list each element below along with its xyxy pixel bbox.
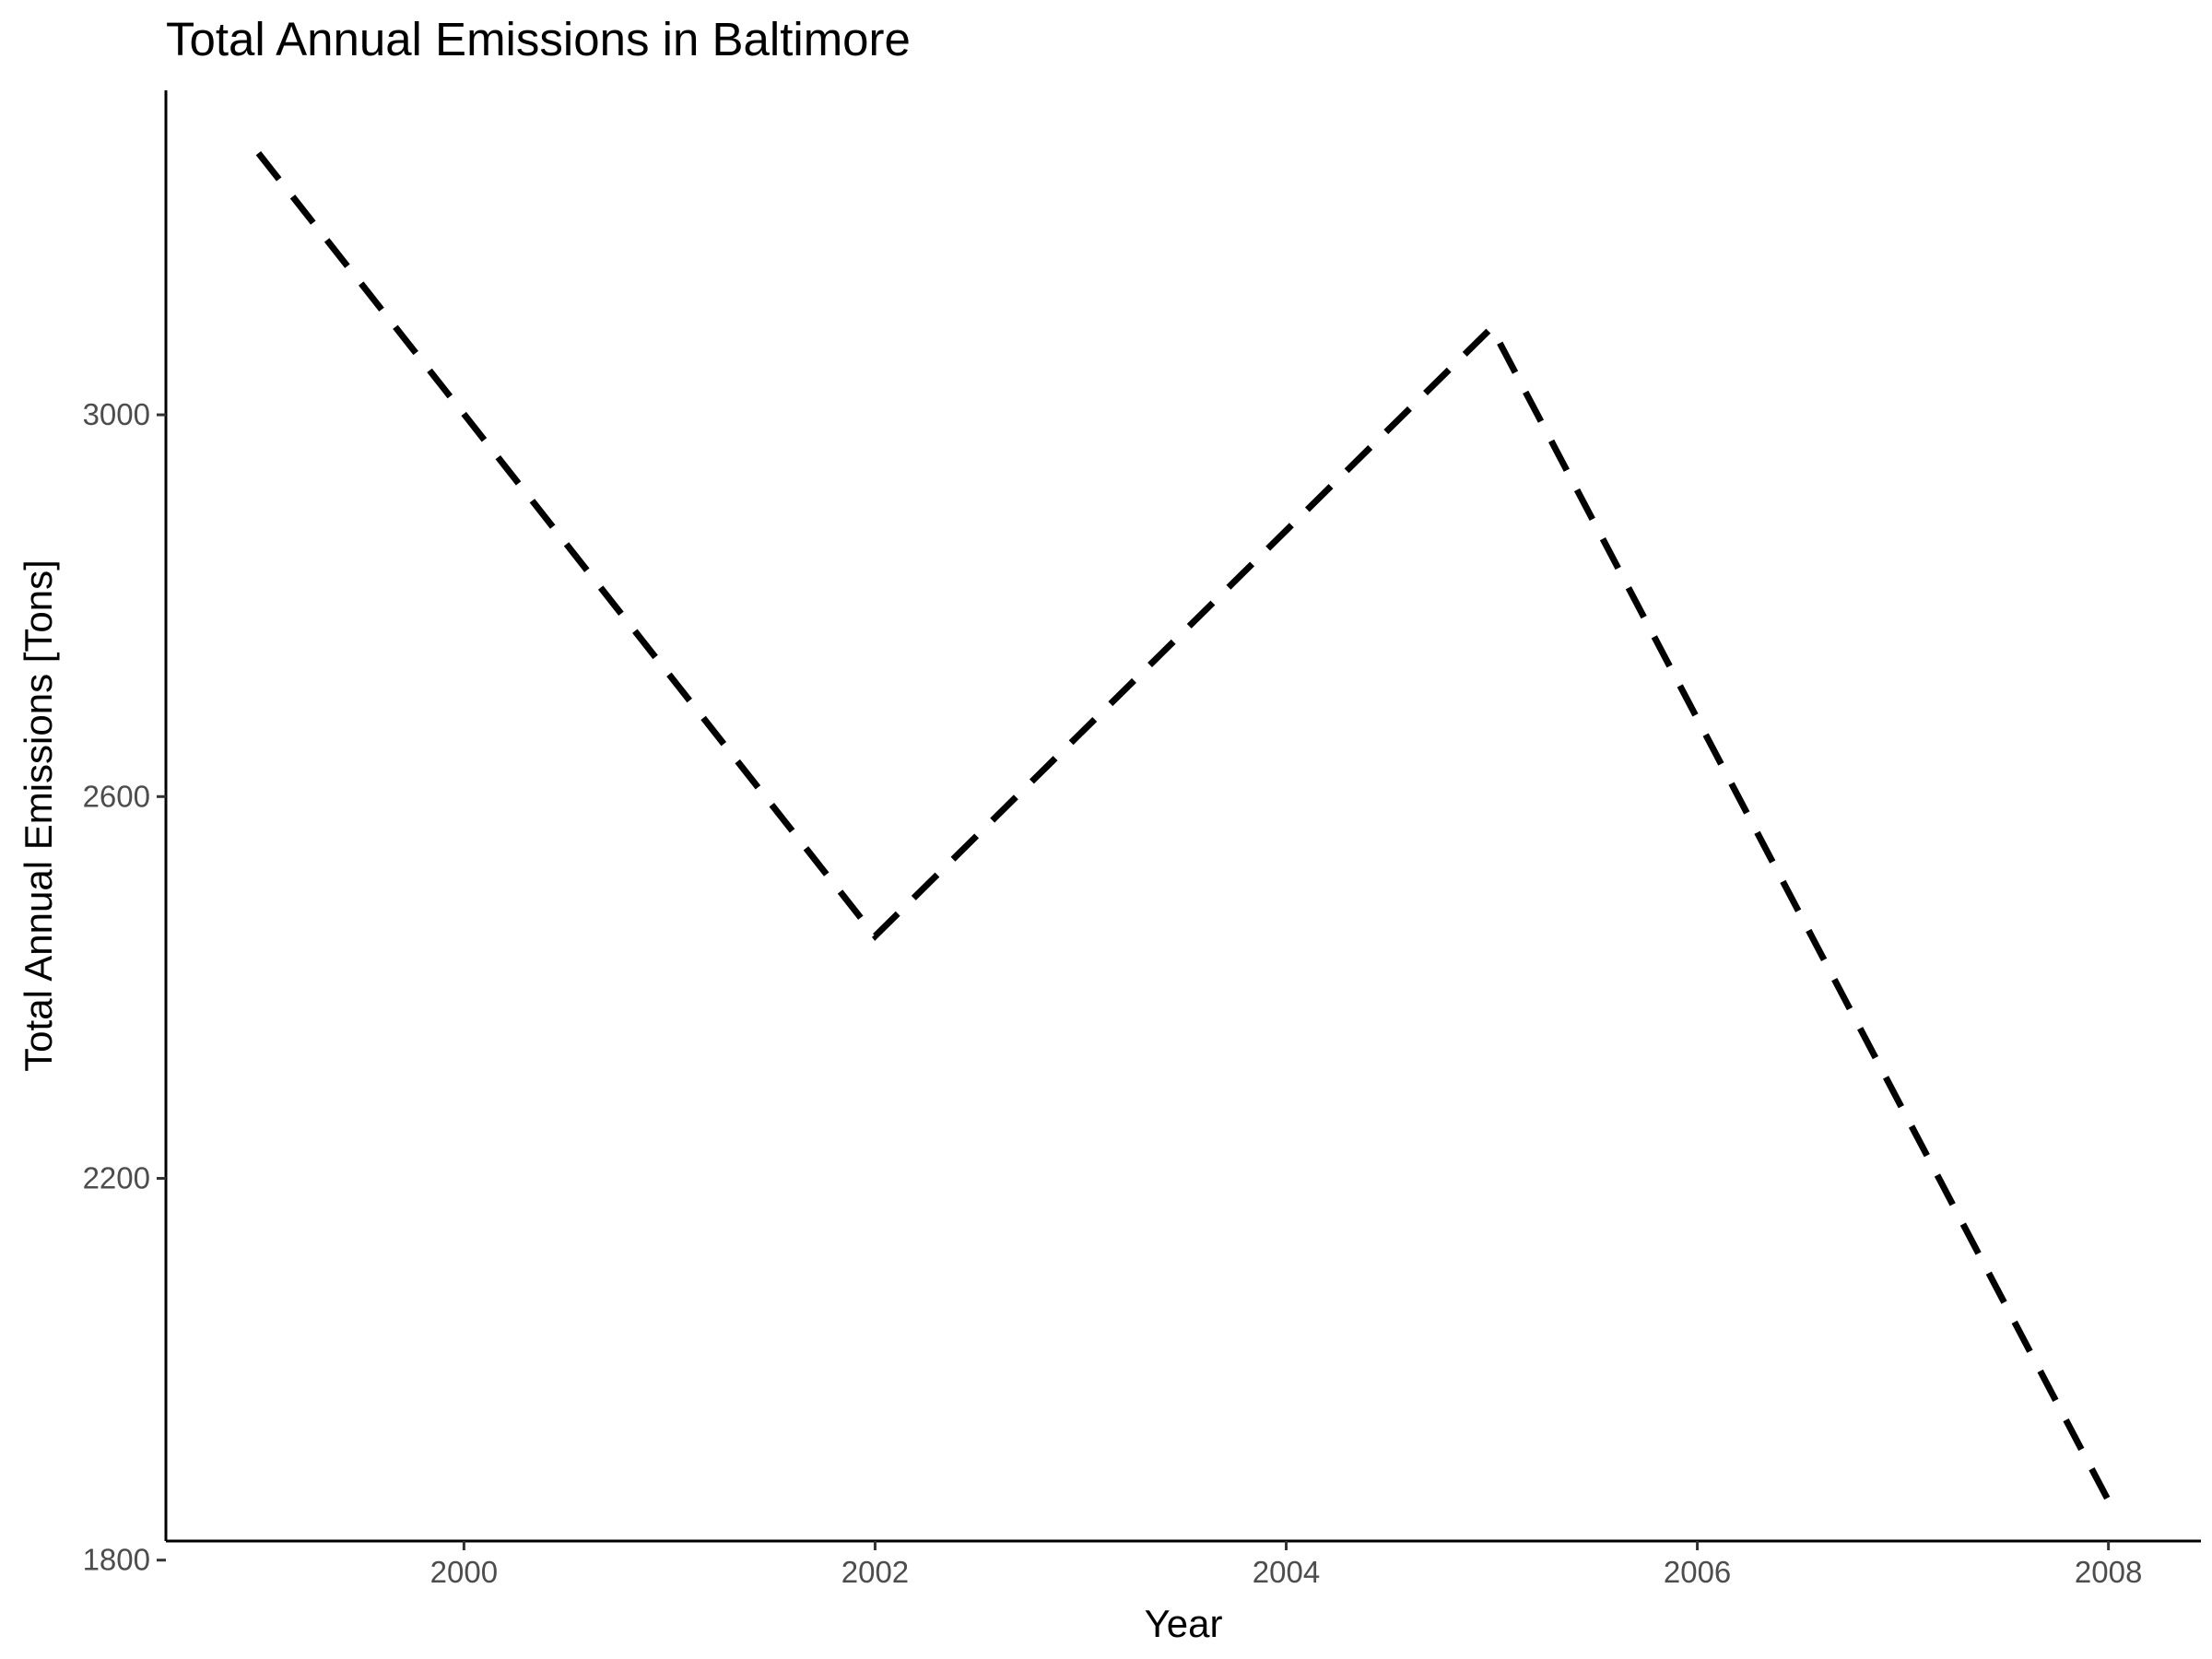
y-tick-label: 3000 [83,397,150,431]
y-tick-label: 2600 [83,779,150,813]
y-tick-label: 2200 [83,1161,150,1195]
x-tick-label: 2000 [430,1555,498,1589]
y-axis-ticks: 1800 2200 2600 3000 [83,397,166,1577]
y-tick-label: 1800 [83,1543,150,1577]
plot-area [255,151,2112,1502]
x-tick-label: 2006 [1664,1555,1731,1589]
y-axis-title: Total Annual Emissions [Tons] [17,559,60,1072]
x-tick-label: 2008 [2075,1555,2142,1589]
emissions-series-line [255,151,2112,1502]
x-tick-label: 2002 [841,1555,909,1589]
x-axis-ticks: 2000 2002 2004 2006 2008 [430,1541,2142,1589]
x-axis-title: Year [1145,1602,1223,1645]
x-tick-label: 2004 [1253,1555,1320,1589]
chart-title: Total Annual Emissions in Baltimore [166,13,911,65]
